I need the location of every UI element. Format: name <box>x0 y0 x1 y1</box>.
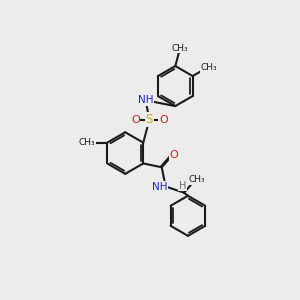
Text: CH₃: CH₃ <box>189 175 206 184</box>
Text: O: O <box>170 150 178 160</box>
Text: O: O <box>131 115 140 124</box>
Text: H: H <box>179 181 186 191</box>
Text: NH: NH <box>138 95 153 105</box>
Text: CH₃: CH₃ <box>171 44 188 52</box>
Text: O: O <box>159 115 168 124</box>
Text: CH₃: CH₃ <box>200 63 217 72</box>
Text: CH₃: CH₃ <box>79 138 95 147</box>
Text: NH: NH <box>152 182 167 191</box>
Text: S: S <box>146 113 153 126</box>
